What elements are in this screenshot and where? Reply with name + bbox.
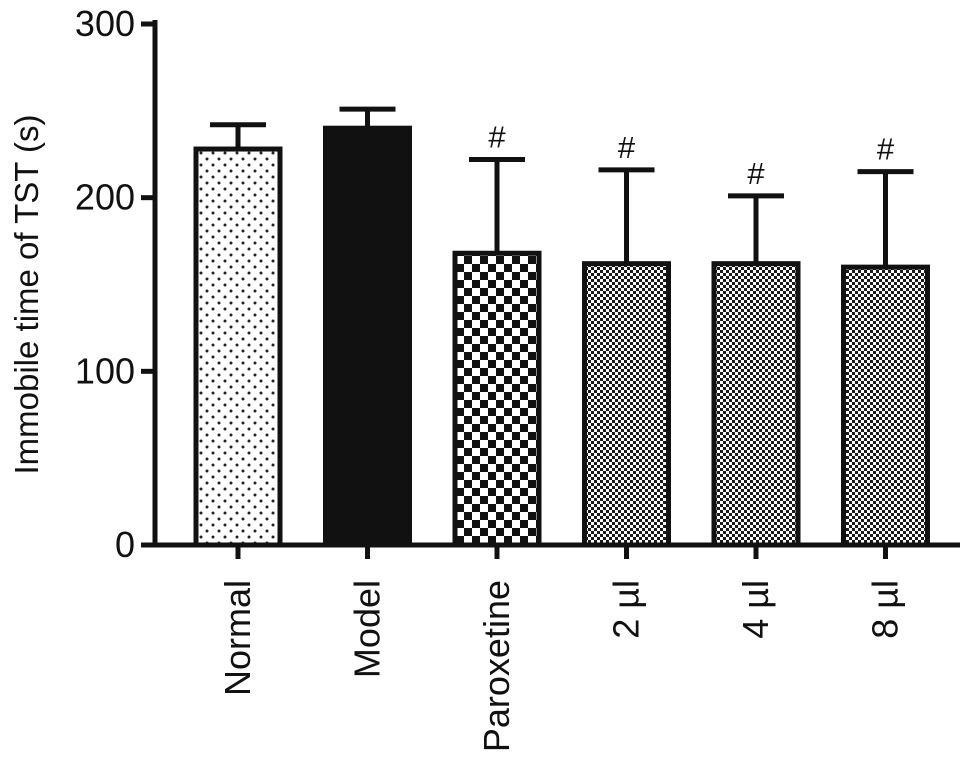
y-tick-label: 0 bbox=[115, 524, 135, 565]
y-axis-title: Immobile time of TST (s) bbox=[8, 114, 45, 474]
significance-marker: # bbox=[877, 132, 895, 167]
bar bbox=[452, 250, 542, 548]
y-tick-label: 200 bbox=[75, 177, 135, 218]
bar bbox=[841, 264, 930, 548]
x-tick-label: Normal bbox=[217, 580, 258, 696]
bar bbox=[323, 125, 412, 548]
significance-marker: # bbox=[488, 119, 506, 154]
x-tick-label: Model bbox=[347, 580, 388, 678]
bar bbox=[711, 261, 801, 548]
bar bbox=[582, 261, 671, 548]
y-tick-label: 300 bbox=[75, 3, 135, 44]
bar bbox=[193, 146, 283, 548]
x-tick-label: 4 µl bbox=[735, 580, 776, 639]
x-tick-label: 8 µl bbox=[865, 580, 906, 639]
significance-marker: # bbox=[747, 156, 765, 191]
x-tick-label: Paroxetine bbox=[476, 580, 517, 752]
y-tick-label: 100 bbox=[75, 350, 135, 391]
x-tick-label: 2 µl bbox=[606, 580, 647, 639]
significance-marker: # bbox=[618, 130, 636, 165]
